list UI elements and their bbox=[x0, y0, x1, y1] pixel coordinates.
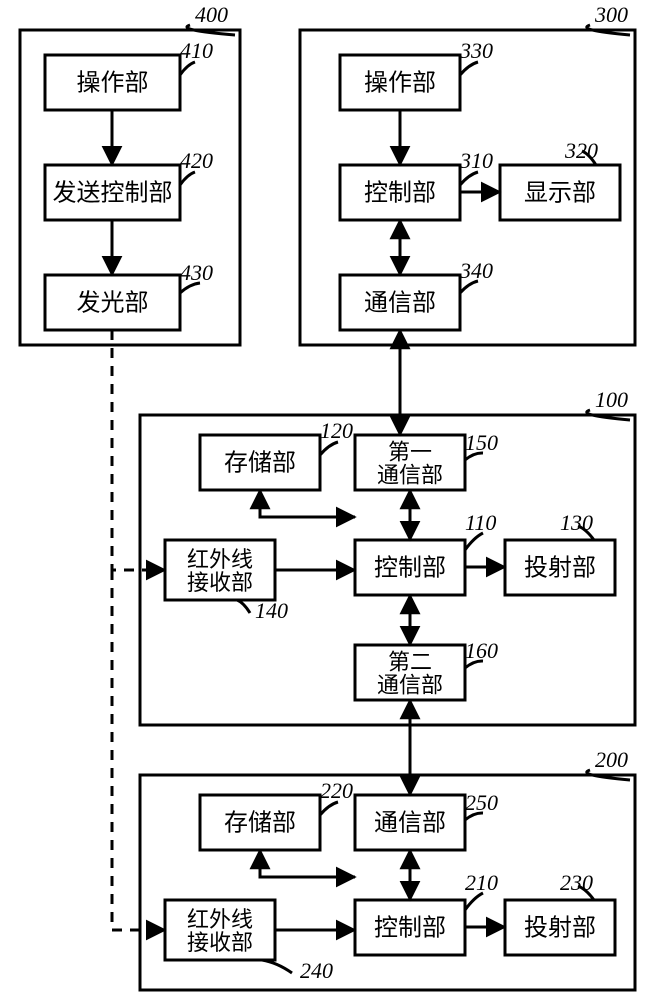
block-num-150: 150 bbox=[465, 430, 498, 455]
block-num-160: 160 bbox=[465, 638, 498, 663]
block-text-120: 存储部 bbox=[224, 450, 296, 477]
module-label-200: 200 bbox=[595, 747, 628, 772]
leader-420 bbox=[180, 172, 195, 185]
block-text-150-l1: 第一 bbox=[388, 440, 432, 465]
module-label-400: 400 bbox=[195, 2, 228, 27]
leader-410 bbox=[180, 62, 195, 75]
block-text-110: 控制部 bbox=[374, 555, 446, 582]
module-label-100: 100 bbox=[595, 387, 628, 412]
block-num-330: 330 bbox=[459, 38, 493, 63]
block-text-310: 控制部 bbox=[364, 180, 436, 207]
block-num-340: 340 bbox=[459, 258, 493, 283]
leader-310 bbox=[460, 172, 478, 185]
arrow-double-7 bbox=[260, 850, 355, 877]
block-num-210: 210 bbox=[465, 870, 498, 895]
system-block-diagram: 操作部发送控制部发光部操作部控制部显示部通信部存储部第一通信部红外线接收部控制部… bbox=[0, 0, 653, 1000]
block-text-240-l1: 红外线 bbox=[187, 907, 253, 932]
block-text-250: 通信部 bbox=[374, 810, 446, 837]
block-text-140-l2: 接收部 bbox=[187, 570, 253, 595]
block-text-150-l2: 通信部 bbox=[377, 463, 443, 488]
block-num-240: 240 bbox=[300, 958, 333, 983]
block-text-330: 操作部 bbox=[364, 70, 436, 97]
block-text-140-l1: 红外线 bbox=[187, 547, 253, 572]
block-text-160-l1: 第二 bbox=[388, 650, 432, 675]
block-text-320: 显示部 bbox=[524, 180, 596, 207]
leader-110 bbox=[465, 533, 483, 550]
leader-240 bbox=[262, 960, 292, 973]
block-num-140: 140 bbox=[255, 598, 288, 623]
leader-330 bbox=[460, 62, 478, 75]
block-text-410: 操作部 bbox=[77, 70, 149, 97]
block-text-210: 控制部 bbox=[374, 915, 446, 942]
block-num-310: 310 bbox=[459, 148, 493, 173]
leader-220 bbox=[320, 802, 338, 815]
block-num-420: 420 bbox=[180, 148, 213, 173]
block-text-230: 投射部 bbox=[524, 915, 596, 942]
block-text-430: 发光部 bbox=[77, 290, 149, 317]
block-text-340: 通信部 bbox=[364, 290, 436, 317]
block-num-250: 250 bbox=[465, 790, 498, 815]
arrow-double-6 bbox=[260, 490, 355, 517]
block-num-430: 430 bbox=[180, 260, 213, 285]
block-num-120: 120 bbox=[320, 418, 353, 443]
leader-210 bbox=[465, 893, 483, 910]
module-label-300: 300 bbox=[594, 2, 628, 27]
leader-140 bbox=[237, 600, 250, 613]
block-text-130: 投射部 bbox=[524, 555, 596, 582]
block-text-160-l2: 通信部 bbox=[377, 673, 443, 698]
block-text-220: 存储部 bbox=[224, 810, 296, 837]
block-text-420: 发送控制部 bbox=[53, 180, 173, 207]
leader-120 bbox=[320, 442, 338, 455]
block-num-110: 110 bbox=[465, 510, 496, 535]
block-num-220: 220 bbox=[320, 778, 353, 803]
block-num-410: 410 bbox=[180, 38, 213, 63]
block-text-240-l2: 接收部 bbox=[187, 930, 253, 955]
